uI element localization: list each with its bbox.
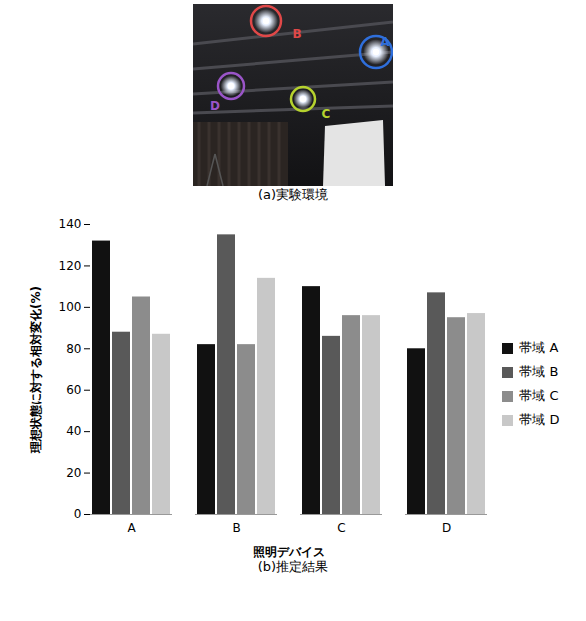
svg-text:D: D <box>442 521 451 535</box>
svg-text:20: 20 <box>67 466 82 480</box>
svg-text:照明デバイス: 照明デバイス <box>253 545 325 559</box>
svg-text:80: 80 <box>67 342 82 356</box>
svg-text:A: A <box>380 35 390 49</box>
html-text:(a)実験環境: (a)実験環境 <box>257 187 329 202</box>
html-text:(b)推定結果: (b)推定結果 <box>257 559 329 574</box>
svg-text:C: C <box>322 107 331 121</box>
svg-text:B: B <box>292 27 301 41</box>
html-text:帯域 D: 帯域 D <box>519 412 560 427</box>
svg-text:A: A <box>128 521 137 535</box>
svg-text:C: C <box>338 521 346 535</box>
html-text:帯域 C: 帯域 C <box>519 388 559 403</box>
svg-text:60: 60 <box>67 383 82 397</box>
svg-text:0: 0 <box>74 507 82 521</box>
svg-text:理想状態に対する相対変化(%): 理想状態に対する相対変化(%) <box>29 286 43 454</box>
svg-text:100: 100 <box>59 300 82 314</box>
html-text:帯域 A: 帯域 A <box>519 340 559 355</box>
svg-text:D: D <box>210 99 220 113</box>
svg-text:40: 40 <box>67 424 82 438</box>
svg-text:120: 120 <box>59 259 82 273</box>
svg-text:140: 140 <box>59 217 82 231</box>
svg-text:B: B <box>233 521 241 535</box>
html-text:帯域 B: 帯域 B <box>519 364 559 379</box>
